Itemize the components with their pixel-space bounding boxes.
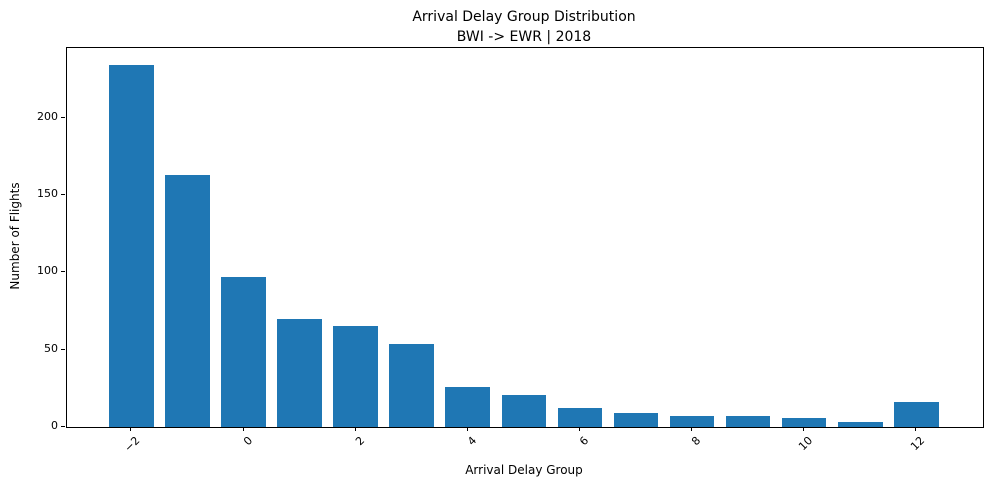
x-tick (915, 427, 917, 431)
x-tick (130, 427, 132, 431)
x-tick (803, 427, 805, 431)
bar-group-7 (613, 413, 659, 427)
bar-group-2 (333, 326, 379, 427)
bar-group-8 (669, 416, 715, 427)
x-tick (354, 427, 356, 431)
x-tick-label: 12 (908, 434, 928, 454)
y-tick (61, 116, 65, 118)
y-tick-label: 50 (44, 341, 58, 355)
bar-group-9 (725, 416, 771, 427)
bar-group--1 (165, 174, 210, 427)
chart-subtitle: BWI -> EWR | 2018 (456, 29, 592, 46)
x-tick (466, 427, 468, 431)
plot-area (66, 47, 984, 428)
bar-group-5 (501, 394, 547, 427)
y-tick (61, 193, 65, 195)
x-axis-label: Arrival Delay Group (465, 463, 583, 477)
x-tick-label: 10 (796, 434, 816, 454)
x-tick-label: 0 (240, 434, 255, 449)
x-tick-label: 2 (352, 434, 367, 449)
y-tick (61, 271, 65, 273)
bar-group-1 (277, 318, 322, 427)
bar-group-3 (389, 343, 435, 427)
chart-title-block: Arrival Delay Group Distribution BWI -> … (66, 7, 982, 48)
y-tick (61, 426, 65, 427)
x-tick-label: 6 (577, 434, 592, 449)
bar-group-6 (557, 408, 603, 427)
bar-group--2 (109, 65, 154, 427)
bar-group-12 (893, 402, 939, 427)
x-tick (578, 427, 580, 431)
y-tick-label: 200 (37, 109, 58, 123)
chart-title: Arrival Delay Group Distribution (412, 9, 636, 25)
bar-group-4 (445, 386, 491, 427)
bar-group-0 (221, 276, 266, 427)
y-tick (61, 348, 65, 350)
x-tick (691, 427, 693, 431)
x-tick (242, 427, 244, 431)
bar-group-10 (781, 417, 827, 427)
y-tick-label: 150 (37, 186, 58, 200)
x-tick-label: 4 (464, 434, 480, 449)
y-tick-label: 100 (37, 264, 58, 278)
x-tick-label: 8 (689, 434, 704, 449)
x-tick-label: −2 (122, 434, 143, 455)
y-tick-label: 0 (51, 419, 58, 432)
bar-group-11 (837, 422, 883, 427)
